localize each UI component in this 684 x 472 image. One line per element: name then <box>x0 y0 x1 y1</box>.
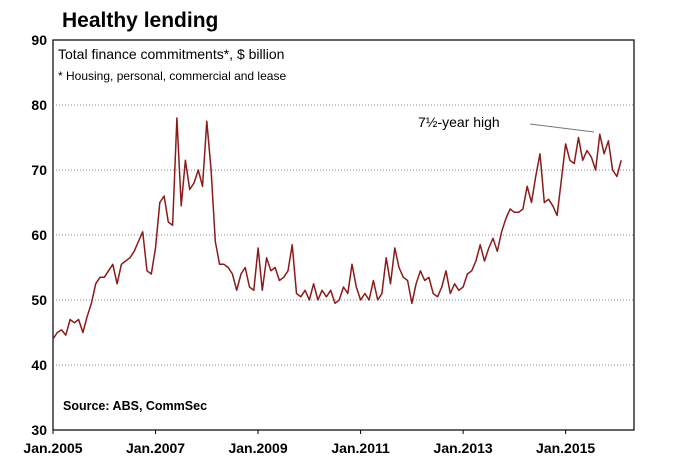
gridlines <box>53 104 634 366</box>
x-tick-label: Jan.2009 <box>228 440 287 456</box>
x-tick-label: Jan.2013 <box>434 440 493 456</box>
x-tick-label: Jan.2005 <box>23 440 82 456</box>
y-tick-label: 80 <box>31 97 47 113</box>
y-tick-label: 40 <box>31 357 47 373</box>
y-tick-label: 50 <box>31 292 47 308</box>
y-tick-label: 30 <box>31 422 47 438</box>
chart-title: Healthy lending <box>62 9 218 32</box>
x-axis: Jan.2005 Jan.2007 Jan.2009 Jan.2011 Jan.2013… <box>23 430 595 456</box>
series-line <box>52 117 622 340</box>
x-tick-label: Jan.2007 <box>126 440 185 456</box>
annotation-pointer <box>529 123 595 133</box>
x-tick-label: Jan.2011 <box>331 440 390 456</box>
footnote: * Housing, personal, commercial and leas… <box>58 69 286 83</box>
annotation-label: 7½-year high <box>418 114 500 130</box>
y-tick-label: 60 <box>31 227 47 243</box>
x-tick-label: Jan.2015 <box>536 440 595 456</box>
source-label: Source: ABS, CommSec <box>63 399 207 413</box>
y-axis: 30 40 50 60 70 80 90 <box>31 32 47 438</box>
chart-subtitle: Total finance commitments*, $ billion <box>58 46 284 62</box>
y-tick-label: 70 <box>31 162 47 178</box>
y-tick-label: 90 <box>31 32 47 48</box>
